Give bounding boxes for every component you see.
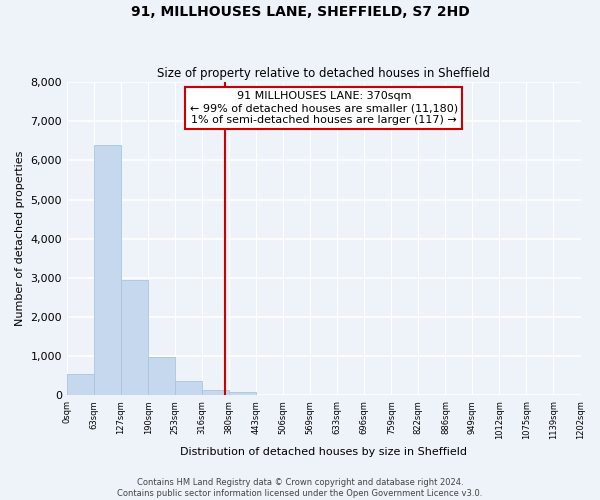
Text: 91, MILLHOUSES LANE, SHEFFIELD, S7 2HD: 91, MILLHOUSES LANE, SHEFFIELD, S7 2HD (131, 5, 469, 19)
Bar (94, 144, 121, 396)
Text: Contains HM Land Registry data © Crown copyright and database right 2024.
Contai: Contains HM Land Registry data © Crown c… (118, 478, 482, 498)
Bar (121, 280, 148, 396)
Bar (148, 357, 175, 396)
Bar (229, 392, 256, 396)
Bar (202, 390, 229, 396)
Bar (67, 374, 94, 396)
Y-axis label: Number of detached properties: Number of detached properties (15, 151, 25, 326)
Text: 91 MILLHOUSES LANE: 370sqm
← 99% of detached houses are smaller (11,180)
1% of s: 91 MILLHOUSES LANE: 370sqm ← 99% of deta… (190, 92, 458, 124)
Title: Size of property relative to detached houses in Sheffield: Size of property relative to detached ho… (157, 66, 490, 80)
X-axis label: Distribution of detached houses by size in Sheffield: Distribution of detached houses by size … (180, 448, 467, 458)
Bar (175, 380, 202, 396)
